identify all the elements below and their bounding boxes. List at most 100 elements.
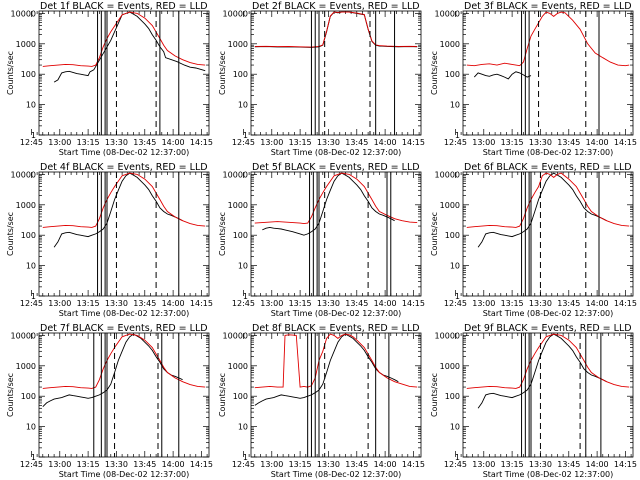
y-axis-label: Counts/sec — [430, 212, 439, 256]
y-axis-label: Counts/sec — [6, 373, 15, 417]
x-axis-label: Start Time (08-Dec-02 12:37:00) — [271, 148, 402, 157]
y-tick-label: 100 — [445, 392, 460, 401]
x-tick-label: 13:30 — [529, 460, 552, 469]
events-series-line — [53, 11, 206, 83]
events-series-line — [254, 333, 399, 406]
y-tick-label: 1 — [243, 292, 248, 301]
y-axis-label: Counts/sec — [218, 51, 227, 95]
x-tick-label: 13:15 — [77, 299, 100, 308]
y-tick-label: 10000 — [223, 9, 248, 18]
plot-frame — [250, 10, 422, 136]
x-tick-label: 12:45 — [444, 138, 467, 147]
chart-title: Det 5f BLACK = Events, RED = LLD — [252, 162, 420, 173]
plot-frame — [462, 10, 634, 136]
lld-series-line — [466, 11, 630, 67]
y-tick-label: 1000 — [228, 40, 248, 49]
x-tick-label: 13:15 — [289, 460, 312, 469]
y-tick-label: 1000 — [228, 201, 248, 210]
y-tick-label: 1000 — [16, 362, 36, 371]
lld-series-line — [42, 333, 206, 389]
events-series-line — [262, 172, 395, 236]
y-tick-label: 10 — [26, 423, 36, 432]
chart-title: Det 4f BLACK = Events, RED = LLD — [40, 162, 208, 173]
x-tick-label: 14:15 — [402, 299, 425, 308]
x-tick-label: 13:45 — [133, 460, 156, 469]
x-tick-label: 13:30 — [529, 299, 552, 308]
x-tick-label: 14:00 — [162, 460, 185, 469]
plot-area — [466, 333, 630, 457]
x-axis-label: Start Time (08-Dec-02 12:37:00) — [271, 470, 402, 479]
y-tick-label: 10 — [238, 423, 248, 432]
y-tick-label: 100 — [21, 70, 36, 79]
y-tick-label: 100 — [233, 392, 248, 401]
plot-area — [254, 172, 418, 296]
y-tick-label: 10000 — [11, 170, 36, 179]
x-tick-label: 12:45 — [232, 138, 255, 147]
x-tick-label: 14:00 — [374, 138, 397, 147]
chart-title: Det 1f BLACK = Events, RED = LLD — [40, 1, 208, 12]
x-tick-label: 13:15 — [289, 138, 312, 147]
x-tick-label: 13:00 — [48, 460, 71, 469]
x-axis-label: Start Time (08-Dec-02 12:37:00) — [483, 470, 614, 479]
lld-series-line — [42, 11, 206, 67]
x-tick-label: 14:15 — [190, 138, 213, 147]
x-tick-label: 12:45 — [444, 299, 467, 308]
events-series-line — [473, 71, 532, 80]
y-tick-label: 1 — [31, 131, 36, 140]
x-tick-label: 13:00 — [472, 138, 495, 147]
x-tick-label: 13:30 — [317, 138, 340, 147]
x-tick-label: 13:45 — [557, 460, 580, 469]
plot-frame — [250, 171, 422, 297]
plot-area — [42, 172, 206, 296]
x-tick-label: 14:15 — [402, 460, 425, 469]
x-axis-label: Start Time (08-Dec-02 12:37:00) — [271, 309, 402, 318]
y-tick-label: 1000 — [16, 201, 36, 210]
x-tick-label: 12:45 — [232, 460, 255, 469]
y-tick-label: 10 — [450, 423, 460, 432]
x-tick-label: 13:30 — [529, 138, 552, 147]
y-tick-label: 1000 — [440, 40, 460, 49]
x-tick-label: 13:15 — [501, 299, 524, 308]
y-tick-label: 10 — [238, 262, 248, 271]
y-axis-label: Counts/sec — [218, 373, 227, 417]
x-tick-label: 13:30 — [317, 460, 340, 469]
x-tick-label: 13:00 — [260, 299, 283, 308]
y-tick-label: 10 — [450, 101, 460, 110]
events-series-line — [53, 172, 183, 248]
x-tick-label: 13:15 — [77, 460, 100, 469]
y-tick-label: 10 — [26, 101, 36, 110]
y-tick-label: 100 — [21, 392, 36, 401]
y-tick-label: 1 — [455, 131, 460, 140]
x-tick-label: 12:45 — [444, 460, 467, 469]
plot-area — [254, 11, 418, 135]
y-tick-label: 10000 — [435, 9, 460, 18]
plot-frame — [38, 10, 210, 136]
y-tick-label: 1 — [31, 292, 36, 301]
chart-panel-6: Det 6f BLACK = Events, RED = LLD 1 10 100 10… — [430, 162, 637, 318]
lld-series-line — [466, 172, 630, 228]
y-axis-label: Counts/sec — [6, 51, 15, 95]
plot-frame — [250, 332, 422, 458]
x-tick-label: 13:00 — [260, 460, 283, 469]
y-tick-label: 1 — [455, 453, 460, 462]
y-tick-label: 100 — [21, 231, 36, 240]
x-tick-label: 13:30 — [317, 299, 340, 308]
y-axis-label: Counts/sec — [430, 373, 439, 417]
x-tick-label: 12:45 — [20, 460, 43, 469]
x-axis-label: Start Time (08-Dec-02 12:37:00) — [483, 148, 614, 157]
y-tick-label: 100 — [233, 70, 248, 79]
x-tick-label: 13:15 — [289, 299, 312, 308]
y-tick-label: 1000 — [228, 362, 248, 371]
x-tick-label: 13:00 — [472, 460, 495, 469]
events-series-line — [477, 333, 607, 409]
x-tick-label: 13:00 — [472, 299, 495, 308]
chart-panel-7: Det 7f BLACK = Events, RED = LLD 1 10 100 10… — [6, 323, 213, 479]
x-tick-label: 13:45 — [557, 138, 580, 147]
x-tick-label: 13:45 — [133, 299, 156, 308]
x-tick-label: 13:15 — [501, 460, 524, 469]
x-tick-label: 14:00 — [586, 138, 609, 147]
plot-frame — [462, 332, 634, 458]
x-tick-label: 12:45 — [232, 299, 255, 308]
y-tick-label: 1 — [243, 453, 248, 462]
